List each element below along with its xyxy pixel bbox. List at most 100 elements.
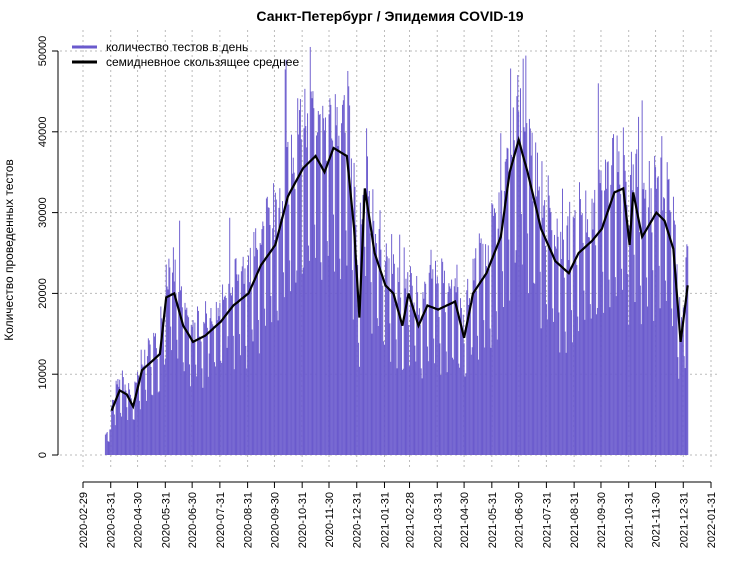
bar bbox=[421, 378, 423, 455]
bar bbox=[318, 114, 320, 455]
x-tick-label: 2021-03-31 bbox=[432, 492, 444, 548]
bar bbox=[232, 335, 234, 455]
bar bbox=[130, 398, 132, 455]
bar bbox=[633, 254, 635, 455]
bar bbox=[594, 189, 596, 455]
bar bbox=[359, 202, 361, 455]
x-tick-label: 2021-01-31 bbox=[379, 492, 391, 548]
bar bbox=[278, 207, 280, 455]
x-tick-label: 2021-09-30 bbox=[596, 492, 608, 548]
bar bbox=[202, 387, 204, 455]
bar bbox=[105, 433, 107, 455]
bar bbox=[540, 328, 542, 455]
bar bbox=[266, 196, 268, 455]
bar bbox=[255, 228, 257, 455]
y-tick-label: 20000 bbox=[37, 278, 49, 309]
bar bbox=[411, 285, 413, 455]
bar bbox=[604, 159, 606, 455]
bar bbox=[571, 342, 573, 455]
bar bbox=[682, 307, 684, 455]
bar bbox=[524, 131, 526, 455]
bar bbox=[499, 237, 501, 455]
bar bbox=[305, 126, 307, 456]
bar bbox=[234, 259, 236, 455]
bar bbox=[488, 269, 490, 455]
bar bbox=[460, 308, 462, 455]
bar bbox=[368, 190, 370, 455]
bar bbox=[321, 279, 323, 455]
bar bbox=[382, 285, 384, 455]
bar bbox=[282, 201, 283, 455]
bar bbox=[260, 244, 262, 455]
legend-label-ma: семидневное скользящее среднее bbox=[106, 55, 299, 69]
bar bbox=[146, 356, 148, 455]
bar bbox=[198, 336, 200, 455]
bar bbox=[579, 199, 581, 455]
bar bbox=[248, 282, 250, 455]
bar bbox=[375, 243, 377, 455]
bar bbox=[178, 292, 180, 455]
bar bbox=[160, 306, 162, 455]
bar bbox=[152, 395, 154, 455]
bar bbox=[396, 368, 398, 455]
bar bbox=[240, 271, 242, 455]
bar bbox=[297, 98, 299, 456]
bar bbox=[662, 210, 664, 455]
bar bbox=[440, 375, 442, 455]
bar bbox=[619, 184, 621, 455]
bar bbox=[567, 216, 569, 455]
bar bbox=[496, 339, 498, 455]
bar bbox=[476, 290, 478, 455]
bar bbox=[507, 148, 509, 455]
bar bbox=[503, 306, 504, 455]
bar bbox=[364, 246, 366, 455]
bar bbox=[493, 215, 495, 455]
bar bbox=[647, 306, 648, 455]
x-tick-label: 2020-12-31 bbox=[352, 492, 364, 548]
bar bbox=[512, 107, 514, 456]
bar bbox=[166, 286, 168, 455]
x-tick-label: 2020-10-31 bbox=[297, 492, 309, 548]
bar bbox=[133, 419, 135, 455]
bar bbox=[429, 264, 431, 455]
bar bbox=[257, 319, 259, 455]
bar bbox=[588, 237, 590, 455]
bar bbox=[395, 339, 397, 455]
bar bbox=[211, 321, 213, 455]
bar bbox=[354, 186, 356, 455]
bar bbox=[112, 399, 114, 455]
bar bbox=[291, 173, 293, 455]
bar bbox=[315, 257, 317, 455]
bar bbox=[307, 113, 309, 455]
x-tick-label: 2020-05-31 bbox=[160, 492, 172, 548]
bar bbox=[108, 441, 110, 455]
bar bbox=[480, 238, 482, 455]
bar bbox=[414, 345, 416, 455]
bar bbox=[197, 306, 199, 455]
x-tick-label: 2020-08-31 bbox=[243, 492, 255, 548]
bar bbox=[447, 292, 449, 455]
bar bbox=[145, 389, 147, 455]
bar bbox=[497, 228, 499, 455]
bar bbox=[657, 176, 659, 455]
bar bbox=[638, 116, 640, 455]
bar bbox=[348, 86, 350, 456]
bar bbox=[495, 311, 497, 455]
bar bbox=[324, 117, 326, 455]
bar bbox=[118, 386, 120, 455]
bar bbox=[464, 376, 466, 455]
bar bbox=[420, 368, 422, 455]
bar bbox=[519, 139, 521, 455]
bar bbox=[603, 312, 605, 455]
bar bbox=[578, 331, 580, 455]
bar bbox=[374, 247, 376, 455]
bar bbox=[561, 259, 563, 455]
bar bbox=[357, 264, 359, 455]
bar bbox=[404, 288, 406, 455]
bar bbox=[377, 325, 379, 455]
bar bbox=[104, 434, 106, 455]
bar bbox=[545, 245, 547, 455]
bar bbox=[360, 224, 362, 455]
bar bbox=[207, 376, 209, 455]
x-tick-label: 2020-06-30 bbox=[187, 492, 199, 548]
